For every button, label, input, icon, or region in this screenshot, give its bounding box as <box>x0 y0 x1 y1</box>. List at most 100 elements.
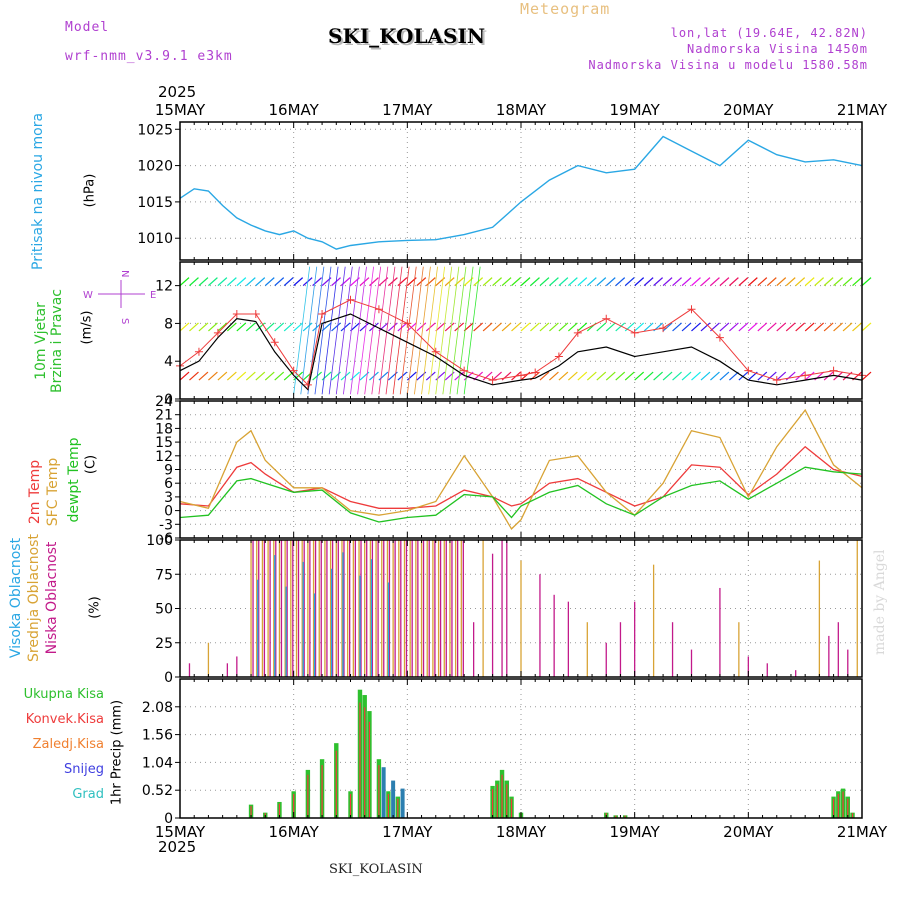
precip-conv-bar <box>842 791 844 818</box>
y-tick-label: 3 <box>164 490 173 506</box>
wind-barb <box>586 371 597 381</box>
precip-conv-bar <box>624 815 626 818</box>
wind-barb <box>549 322 559 332</box>
wind-barb <box>208 277 218 287</box>
precip-conv-bar <box>321 765 323 818</box>
x-tick-label-top: 19MAY <box>610 101 661 119</box>
wind-hatch <box>378 266 396 395</box>
wind-barb <box>340 277 351 287</box>
wind-barb <box>738 322 749 332</box>
wind-barb <box>605 322 616 332</box>
wind-hatch <box>350 266 367 395</box>
wind-hatch <box>335 266 353 395</box>
wind-barb <box>653 277 664 287</box>
wind-barb <box>255 277 266 287</box>
wind-barb <box>236 277 247 287</box>
x-tick-label-bottom: 17MAY <box>382 823 433 841</box>
y-tick-label: 2.08 <box>142 700 173 716</box>
wind-barb <box>378 371 389 381</box>
year-bottom: 2025 <box>158 838 197 856</box>
wind-gust-marker <box>772 376 781 385</box>
wind-hatch <box>371 266 389 395</box>
wind-barb <box>785 322 796 332</box>
wind-barb <box>501 277 512 287</box>
x-tick-label-top: 21MAY <box>837 101 888 119</box>
wind-gust-marker <box>573 328 582 337</box>
wind-barb <box>283 277 294 287</box>
y-tick-label: 0 <box>164 670 173 686</box>
wind-gust-marker <box>715 333 724 342</box>
pressure-line <box>179 135 863 250</box>
wind-barb <box>662 371 673 381</box>
wind-barb <box>274 322 285 332</box>
wind-barb <box>672 371 682 381</box>
wind-barb <box>833 322 843 332</box>
wind-barb <box>710 277 720 287</box>
wind-barb <box>482 322 493 332</box>
wind-barb <box>558 322 569 332</box>
wind-barb <box>226 371 237 381</box>
wind-barb <box>643 277 654 287</box>
wind-hatch <box>399 266 417 395</box>
wind-barb <box>842 277 853 287</box>
wind-barb <box>416 322 427 332</box>
precip-conv-bar <box>832 798 835 818</box>
wind-hatch <box>414 266 431 395</box>
wind-barb <box>719 371 730 381</box>
precip-conv-bar <box>293 793 295 818</box>
wind-gust-marker <box>488 376 497 385</box>
wind-barb <box>425 277 436 287</box>
wind-barb <box>624 277 635 287</box>
wind-gust-marker <box>194 347 203 356</box>
wind-barb <box>359 322 370 332</box>
wind-gust-marker <box>517 371 525 380</box>
wind-barb <box>823 322 834 332</box>
wind-speed-line <box>179 313 863 391</box>
wind-barb <box>350 371 360 381</box>
y-tick-label: -3 <box>159 517 173 533</box>
wind-barb <box>454 277 465 287</box>
precip-label-hail: Grad <box>72 787 104 802</box>
wind-barb <box>492 322 502 332</box>
wind-barb <box>539 371 550 381</box>
wind-barb <box>274 371 285 381</box>
wind-barb <box>369 277 379 287</box>
wind-barb <box>283 322 294 332</box>
wind-hatch <box>435 266 453 395</box>
precip-conv-bar <box>368 721 371 818</box>
wind-barb <box>226 277 237 287</box>
x-tick-label-bottom: 19MAY <box>610 823 661 841</box>
wind-barb <box>596 322 607 332</box>
y-tick-label: 100 <box>146 533 173 549</box>
wind-gust-marker <box>318 309 327 318</box>
wind-barb <box>501 322 512 332</box>
model-name: wrf-nmm_v3.9.1 e3km <box>65 49 233 64</box>
wind-barb <box>463 322 474 332</box>
wind-gust-marker <box>270 338 279 347</box>
precip-label-conv: Konvek.Kisa <box>25 712 104 727</box>
wind-hatch <box>342 266 360 395</box>
precip-conv-bar <box>496 784 498 818</box>
wind-hatch <box>328 266 346 395</box>
y-tick-label: 6 <box>164 476 173 492</box>
precip-label-total: Ukupna Kisa <box>23 687 104 702</box>
wind-barb <box>293 277 304 287</box>
wind-barb <box>776 371 787 381</box>
y-tick-label: 25 <box>155 636 173 652</box>
wind-barb <box>823 277 834 287</box>
wind-barb <box>804 371 815 381</box>
wind-barb <box>245 277 256 287</box>
x-tick-label-bottom: 20MAY <box>723 823 774 841</box>
wind-barb <box>208 322 218 332</box>
wind-barb <box>511 277 521 287</box>
wind-gust-marker <box>687 305 696 314</box>
wind-barb <box>179 371 190 381</box>
wind-hatch <box>449 266 467 395</box>
wind-barb <box>179 322 190 332</box>
wind-barb <box>217 322 228 332</box>
wind-gust-marker <box>346 295 355 304</box>
grid-lines <box>180 122 862 818</box>
y-tick-label: 15 <box>155 435 173 451</box>
temp-line-0 <box>179 445 863 509</box>
wind-barb <box>719 322 730 332</box>
